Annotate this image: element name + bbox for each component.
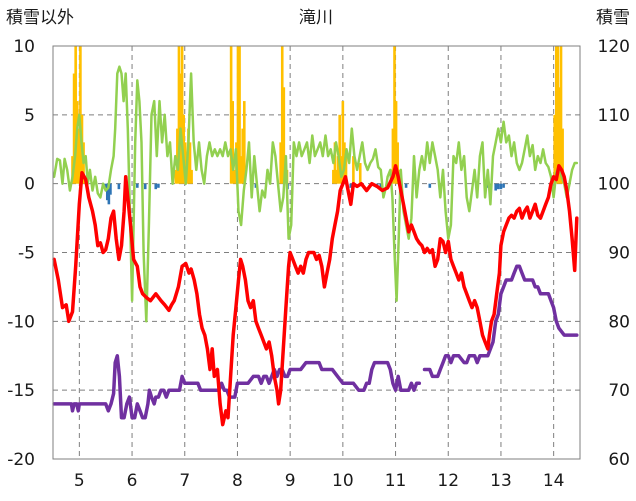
y-left-tick-label: 10	[13, 37, 35, 57]
y-right-tick-label: 110	[598, 106, 630, 126]
blue-bar	[379, 183, 383, 188]
blue-bar	[105, 183, 109, 201]
orange-bar	[556, 46, 560, 184]
x-tick-label: 12	[437, 471, 459, 491]
orange-bar	[231, 101, 235, 184]
blue-bar	[502, 183, 505, 188]
orange-bar	[239, 156, 243, 184]
orange-bar	[177, 46, 181, 184]
left-axis-label: 積雪以外	[6, 8, 74, 28]
x-tick-label: 7	[179, 471, 190, 491]
orange-bar	[558, 87, 561, 184]
orange-bar	[394, 101, 398, 184]
orange-bar	[344, 156, 348, 184]
blue-bar	[154, 183, 158, 190]
orange-bar	[190, 169, 193, 184]
y-right-tick-label: 120	[598, 37, 630, 57]
y-left-tick-label: -5	[18, 244, 35, 264]
blue-bar	[136, 183, 139, 188]
x-tick-label: 5	[74, 471, 85, 491]
orange-bar	[341, 101, 345, 184]
y-right-tick-label: 80	[608, 312, 630, 332]
orange-bar	[72, 73, 76, 184]
blue-bar	[497, 183, 500, 190]
orange-bar	[335, 169, 338, 184]
tick-labels: 10 5 0 -5 -10 -15 -20 120 110 100 90 80 70 60 5 6 7 8 9 10 1…	[7, 37, 630, 491]
orange-bar	[553, 114, 557, 184]
blue-bar	[117, 183, 121, 190]
orange-bar	[333, 142, 337, 184]
orange-bar	[77, 128, 81, 184]
blue-bar	[143, 183, 147, 190]
right-axis-label: 積雪	[596, 8, 630, 28]
y-left-tick-label: 5	[24, 106, 35, 126]
x-tick-label: 10	[332, 471, 354, 491]
blue-bar	[107, 183, 111, 205]
x-tick-label: 8	[232, 471, 243, 491]
orange-bar	[243, 101, 246, 184]
y-right-tick-label: 90	[608, 244, 630, 264]
blue-bar	[349, 183, 353, 188]
plot-frame	[52, 45, 581, 460]
lines	[52, 65, 579, 427]
y-right-tick-label: 70	[608, 381, 630, 401]
y-right-tick-label: 60	[608, 450, 630, 470]
red-series-line	[52, 164, 579, 427]
orange-bar	[280, 46, 284, 184]
green-series-line	[52, 65, 579, 323]
y-left-tick-label: 0	[24, 175, 35, 195]
purple-series-line	[422, 264, 579, 379]
orange-bar	[554, 46, 558, 184]
y-left-tick-label: -20	[7, 450, 35, 470]
y-left-tick-label: -15	[7, 381, 35, 401]
x-tick-label: 6	[127, 471, 138, 491]
blue-bar	[428, 183, 432, 188]
x-tick-label: 13	[490, 471, 512, 491]
orange-bar	[229, 46, 233, 184]
blue-bar	[109, 183, 112, 195]
blue-bar	[157, 183, 160, 188]
orange-bar	[391, 128, 395, 184]
orange-bar	[176, 128, 179, 184]
blue-bar	[494, 183, 497, 191]
x-tick-label: 9	[285, 471, 296, 491]
orange-bar	[358, 163, 362, 184]
orange-bar	[188, 142, 192, 184]
orange-bar	[183, 142, 187, 184]
orange-bar	[279, 142, 282, 184]
y-left-tick-label: -10	[7, 312, 35, 332]
orange-bar	[561, 128, 564, 184]
y-right-tick-label: 100	[598, 175, 630, 195]
blue-bar	[499, 183, 503, 190]
orange-bar	[241, 128, 245, 184]
orange-bar	[74, 46, 77, 184]
x-tick-label: 11	[385, 471, 407, 491]
x-tick-label: 14	[543, 471, 565, 491]
chart-title: 滝川	[299, 8, 333, 28]
orange-bar	[238, 46, 241, 184]
orange-bar	[393, 46, 396, 184]
orange-bar	[282, 87, 286, 184]
orange-bar	[352, 156, 355, 184]
orange-bar	[396, 142, 399, 184]
blue-bar	[404, 183, 408, 188]
orange-bar	[232, 169, 236, 184]
orange-bar	[174, 169, 178, 184]
orange-bar	[236, 46, 240, 184]
purple-series-line	[52, 354, 422, 420]
orange-bar	[559, 46, 563, 184]
orange-bar	[180, 46, 184, 184]
orange-bar	[336, 156, 340, 184]
orange-bar	[332, 169, 335, 184]
orange-bar	[338, 114, 341, 184]
